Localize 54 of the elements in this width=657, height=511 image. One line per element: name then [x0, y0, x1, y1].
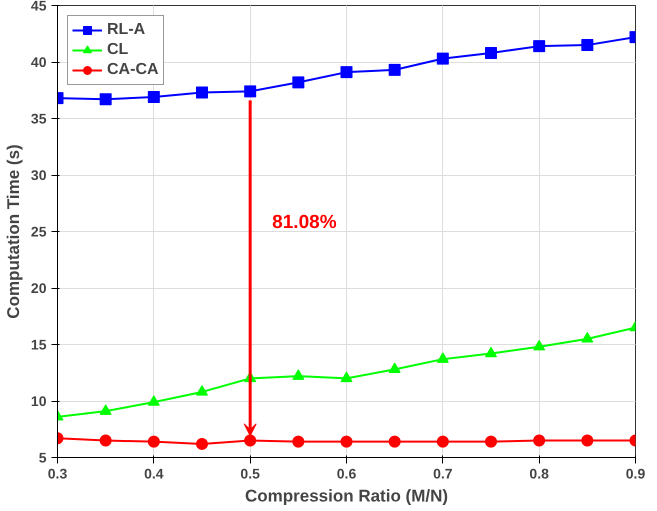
point [100, 404, 112, 415]
point [485, 346, 497, 358]
x-tick-label: 0.6 [336, 466, 356, 482]
point [244, 85, 256, 98]
point [196, 86, 208, 99]
point [388, 436, 401, 448]
x-tick-label: 0.7 [433, 466, 453, 482]
point [436, 52, 449, 65]
point [196, 438, 208, 450]
y-tick-label: 30 [30, 167, 47, 183]
point [148, 395, 160, 406]
legend-label: CL [107, 41, 128, 59]
point [581, 332, 594, 343]
y-tick-label: 40 [30, 54, 47, 70]
x-axis-title: Compression Ratio (M/N) [244, 486, 448, 506]
y-tick-label: 25 [30, 224, 47, 240]
y-axis-title: Computation Time (s) [4, 144, 23, 319]
point [340, 436, 352, 448]
y-tick-label: 35 [30, 110, 47, 126]
point [436, 436, 449, 448]
point [148, 91, 160, 104]
y-tick-label: 5 [38, 450, 47, 466]
point [436, 352, 449, 363]
point [485, 46, 497, 59]
point [388, 64, 401, 76]
x-tick-label: 0.3 [48, 466, 68, 482]
x-tick-label: 0.4 [144, 466, 164, 482]
point [533, 40, 546, 52]
point [581, 434, 594, 447]
y-tick-label: 45 [30, 0, 47, 14]
y-tick-label: 10 [30, 393, 47, 409]
point [533, 340, 546, 350]
point [148, 436, 160, 448]
point [244, 434, 256, 447]
x-tick-label: 0.9 [626, 466, 646, 482]
point [100, 93, 112, 106]
point [533, 434, 546, 447]
x-tick-label: 0.5 [240, 466, 260, 482]
legend-label: CA-CA [107, 61, 159, 79]
point [292, 76, 304, 88]
point [340, 372, 352, 382]
legend-label: RL-A [107, 21, 146, 39]
point [292, 436, 304, 448]
point [485, 436, 497, 448]
point [196, 385, 208, 396]
x-tick-label: 0.8 [529, 466, 550, 482]
y-tick-label: 15 [30, 336, 47, 352]
y-tick-label: 20 [30, 280, 47, 296]
annotation: 81.08% [272, 212, 337, 233]
point [581, 39, 594, 52]
point [388, 362, 401, 374]
point [292, 369, 304, 380]
point [100, 434, 112, 447]
point [340, 66, 352, 78]
